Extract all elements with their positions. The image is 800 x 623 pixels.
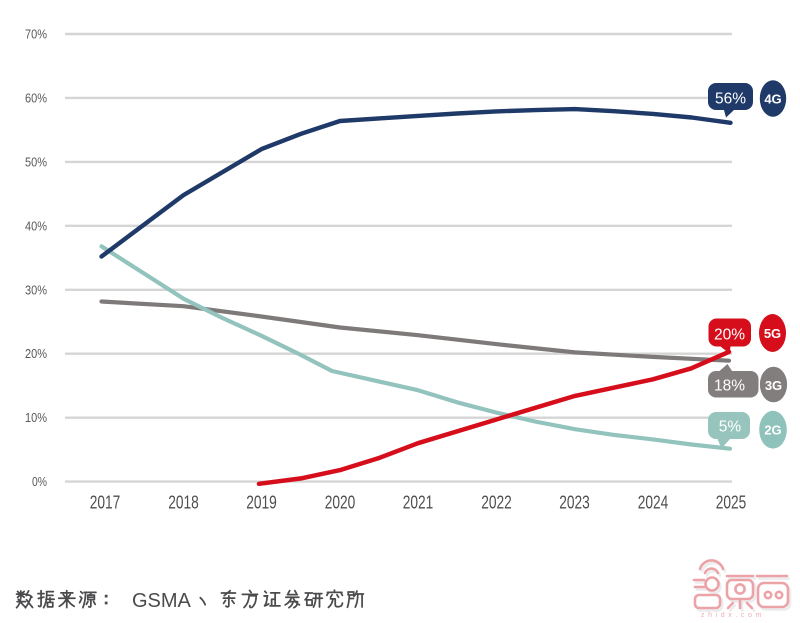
svg-text:2025: 2025 <box>716 493 747 513</box>
svg-text:4G: 4G <box>764 92 781 107</box>
svg-text:2020: 2020 <box>325 493 356 513</box>
svg-text:2021: 2021 <box>403 493 434 513</box>
svg-text:0%: 0% <box>32 475 47 489</box>
svg-text:20%: 20% <box>714 327 745 344</box>
svg-text:40%: 40% <box>25 219 47 233</box>
svg-text:18%: 18% <box>714 378 745 395</box>
svg-text:2017: 2017 <box>90 493 121 513</box>
svg-text:3G: 3G <box>765 378 782 393</box>
svg-text:2019: 2019 <box>246 493 277 513</box>
svg-text:70%: 70% <box>25 28 47 42</box>
svg-text:30%: 30% <box>25 283 47 297</box>
svg-text:2024: 2024 <box>638 493 669 513</box>
svg-text:2018: 2018 <box>168 493 199 513</box>
svg-text:2023: 2023 <box>559 493 590 513</box>
svg-text:2G: 2G <box>764 423 781 438</box>
svg-text:60%: 60% <box>25 91 47 105</box>
svg-text:zhidx.com: zhidx.com <box>701 612 765 619</box>
svg-text:20%: 20% <box>25 347 47 361</box>
svg-text:10%: 10% <box>25 411 47 425</box>
svg-text:5%: 5% <box>719 419 742 436</box>
svg-text:5G: 5G <box>764 326 781 341</box>
svg-text:50%: 50% <box>25 155 47 169</box>
svg-text:2022: 2022 <box>481 493 512 513</box>
svg-text:GSMA: GSMA <box>132 590 192 612</box>
svg-text:56%: 56% <box>715 91 746 108</box>
